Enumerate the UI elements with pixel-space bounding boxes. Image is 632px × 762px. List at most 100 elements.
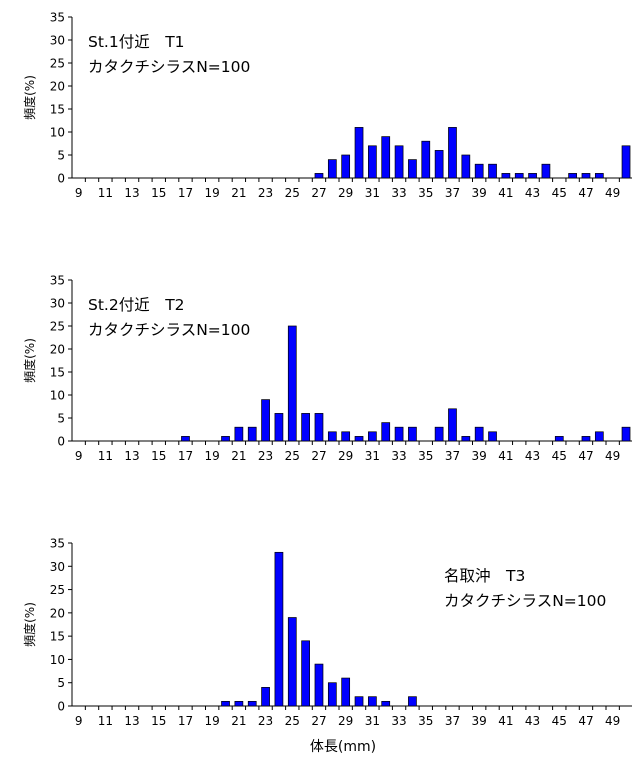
bar-38: [461, 154, 471, 179]
bar-31: [368, 431, 377, 442]
bar-29: [341, 431, 351, 442]
chart-panel-3: 0 5 10 15 20 25 30 35 9 11 13 15 17 19 21 23 25 27 29 31 33 3…: [22, 537, 632, 755]
y-tick-label: 35: [50, 11, 65, 25]
x-tick-label: 19: [205, 449, 220, 463]
x-tick-label: 37: [445, 714, 460, 728]
x-tick-label: 27: [311, 449, 326, 463]
x-tick-label: 37: [445, 186, 460, 200]
x-tick-label: 41: [498, 186, 513, 200]
x-tick-label: 35: [418, 714, 433, 728]
bar-28: [327, 159, 337, 179]
bar-26: [301, 413, 310, 442]
y-tick-label: 25: [50, 57, 65, 71]
x-tick-label: 27: [311, 186, 326, 200]
x-tick-label: 47: [578, 186, 593, 200]
y-tick-label: 5: [57, 412, 65, 426]
x-tick-label: 15: [151, 714, 166, 728]
x-tick-label: 39: [472, 449, 487, 463]
x-tick-label: 39: [472, 186, 487, 200]
x-tick-label: 29: [338, 186, 353, 200]
x-tick-label: 45: [552, 186, 567, 200]
bar-26: [301, 640, 310, 707]
bar-25: [287, 325, 297, 442]
x-tick-label: 15: [151, 449, 166, 463]
y-axis-label: 頻度(%): [22, 338, 37, 383]
bar-21: [234, 700, 244, 707]
y-tick-label: 0: [57, 435, 65, 449]
y-axis-label: 頻度(%): [22, 75, 37, 120]
x-tick-label: 17: [178, 714, 193, 728]
x-tick-label: 13: [124, 449, 139, 463]
bar-46: [568, 173, 577, 179]
bar-24: [274, 413, 284, 442]
x-tick-label: 37: [445, 449, 460, 463]
chart-title: St.1付近 T1: [88, 33, 185, 51]
bar-32: [381, 700, 391, 707]
x-tick-label: 23: [258, 186, 273, 200]
y-tick-label: 30: [50, 34, 65, 48]
x-tick-label: 31: [365, 186, 380, 200]
x-tick-label: 41: [498, 449, 513, 463]
chart-subtitle: カタクチシラスN=100: [88, 58, 250, 76]
bar-22: [247, 426, 257, 442]
bar-40: [488, 163, 497, 179]
bar-23: [261, 687, 270, 707]
bar-34: [408, 696, 417, 707]
x-tick-label: 43: [525, 449, 540, 463]
x-tick-label: 33: [391, 714, 406, 728]
x-tick-label: 33: [391, 449, 406, 463]
bar-39: [474, 426, 484, 442]
x-tick-label: 21: [231, 186, 246, 200]
x-tick-label: 19: [205, 186, 220, 200]
bar-22: [247, 700, 257, 707]
bar-28: [327, 682, 337, 707]
bar-50: [621, 426, 631, 442]
y-tick-label: 15: [50, 630, 65, 644]
x-tick-label: 11: [98, 449, 113, 463]
bar-36: [434, 150, 444, 179]
bar-40: [488, 431, 497, 442]
x-tick-label: 11: [98, 186, 113, 200]
bar-47: [581, 173, 591, 179]
bar-23: [261, 399, 270, 442]
bar-32: [381, 136, 391, 179]
x-tick-label: 17: [178, 449, 193, 463]
bar-20: [221, 436, 230, 442]
x-tick-label: 43: [525, 186, 540, 200]
chart-title: St.2付近 T2: [88, 296, 185, 314]
chart-panel-1: 0 5 10 15 20 25 30 35 9 11 13 15 17 19 21 23 25 27 29 31 33 3…: [22, 11, 632, 200]
bar-30: [354, 696, 364, 707]
x-tick-label: 31: [365, 449, 380, 463]
x-tick-label: 13: [124, 186, 139, 200]
x-tick-label: 41: [498, 714, 513, 728]
x-tick-label: 17: [178, 186, 193, 200]
y-tick-label: 20: [50, 606, 65, 620]
bar-25: [287, 617, 297, 707]
bar-33: [394, 426, 404, 442]
bar-27: [314, 413, 324, 442]
bar-37: [448, 408, 457, 442]
x-tick-label: 19: [205, 714, 220, 728]
y-tick-label: 5: [57, 676, 65, 690]
x-tick-label: 33: [391, 186, 406, 200]
y-tick-label: 25: [50, 320, 65, 334]
y-tick-label: 0: [57, 700, 65, 714]
y-tick-label: 10: [50, 653, 65, 667]
bar-27: [314, 173, 324, 179]
x-tick-label: 47: [578, 714, 593, 728]
x-tick-label: 15: [151, 186, 166, 200]
bar-47: [581, 436, 591, 442]
x-tick-label: 21: [231, 449, 246, 463]
bar-38: [461, 436, 471, 442]
chart-subtitle: カタクチシラスN=100: [88, 321, 250, 339]
x-tick-label: 45: [552, 449, 567, 463]
x-tick-label: 25: [285, 714, 300, 728]
x-tick-label: 31: [365, 714, 380, 728]
x-tick-label: 23: [258, 714, 273, 728]
y-tick-label: 5: [57, 149, 65, 163]
y-tick-label: 10: [50, 389, 65, 403]
x-tick-label: 49: [605, 186, 620, 200]
bar-37: [448, 127, 457, 179]
